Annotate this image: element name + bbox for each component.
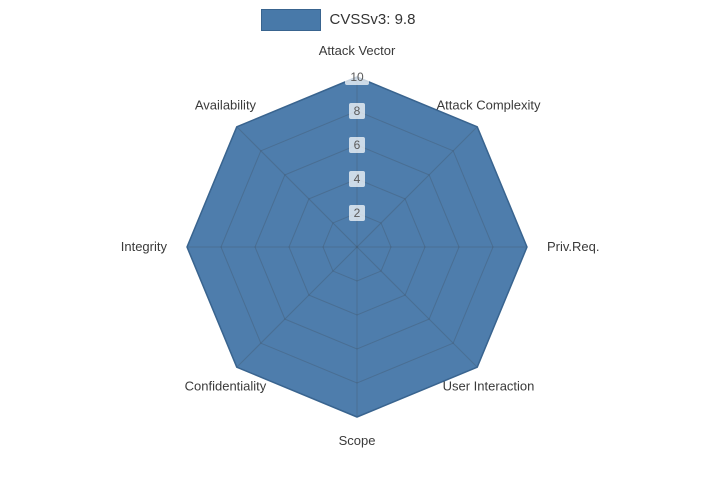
grid-ring [288,178,426,316]
tick-label: 2 [354,206,361,220]
axis-label: User Interaction [443,379,535,394]
tick-label-box [349,103,365,119]
axis-spoke [356,246,478,368]
tick-label-box [349,205,365,221]
radar-fill-series [187,77,527,417]
tick-label: 8 [354,104,361,118]
axis-label: Priv.Req. [547,239,600,254]
grid-ring [322,212,392,282]
grid-ring [254,144,460,350]
legend-swatch[interactable] [260,9,321,31]
legend-label: CVSSv3: 9.8 [329,11,416,28]
tick-label: 10 [350,70,364,84]
tick-label-box [349,137,365,153]
axis-spoke [236,126,358,248]
axis-label: Integrity [121,239,168,254]
tick-label: 6 [354,138,361,152]
legend[interactable]: CVSSv3: 9.8 [0,9,676,31]
axis-spoke [236,246,358,368]
radar-outline-series [186,76,528,418]
axis-label: Attack Vector [319,43,396,58]
axis-label: Scope [339,433,376,448]
axis-spoke [356,126,478,248]
tick-label-box [345,69,369,85]
tick-label-box [349,171,365,187]
tick-label: 4 [354,172,361,186]
axis-label: Availability [195,97,257,112]
axis-label: Attack Complexity [436,97,541,112]
grid-ring [220,110,494,384]
axis-label: Confidentiality [185,379,267,394]
